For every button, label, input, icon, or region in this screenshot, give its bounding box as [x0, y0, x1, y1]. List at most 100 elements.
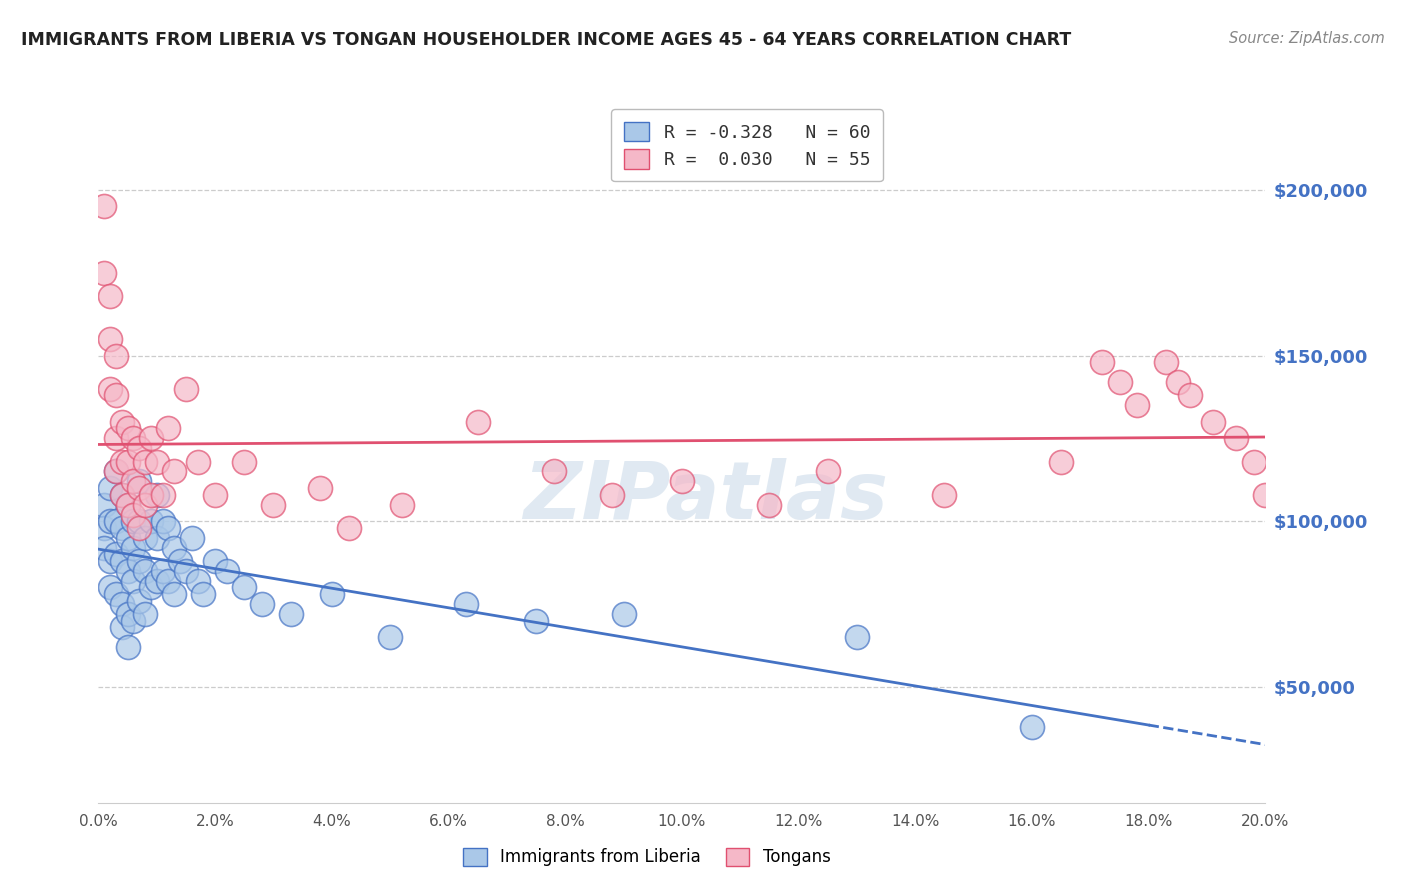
Point — [233, 454, 256, 468]
Point — [193, 587, 215, 601]
Point — [134, 531, 156, 545]
Point — [117, 564, 139, 578]
Point — [1050, 454, 1073, 468]
Point — [1243, 454, 1265, 468]
Point — [262, 498, 284, 512]
Point — [524, 614, 547, 628]
Point — [98, 554, 121, 568]
Point — [104, 547, 127, 561]
Point — [134, 454, 156, 468]
Point — [104, 465, 127, 479]
Point — [1178, 388, 1201, 402]
Point — [128, 442, 150, 456]
Point — [111, 521, 134, 535]
Point — [98, 382, 121, 396]
Point — [139, 581, 162, 595]
Point — [187, 454, 209, 468]
Point — [117, 607, 139, 621]
Point — [204, 488, 226, 502]
Point — [215, 564, 238, 578]
Point — [157, 521, 180, 535]
Point — [163, 541, 186, 555]
Point — [1108, 375, 1130, 389]
Point — [122, 514, 145, 528]
Point — [180, 531, 202, 545]
Point — [1225, 431, 1247, 445]
Point — [104, 388, 127, 402]
Point — [134, 564, 156, 578]
Point — [98, 481, 121, 495]
Point — [111, 488, 134, 502]
Point — [98, 581, 121, 595]
Text: ZIPatlas: ZIPatlas — [523, 458, 887, 536]
Point — [157, 421, 180, 435]
Point — [111, 620, 134, 634]
Point — [1167, 375, 1189, 389]
Point — [467, 415, 489, 429]
Point — [845, 630, 868, 644]
Point — [104, 514, 127, 528]
Point — [93, 498, 115, 512]
Point — [139, 431, 162, 445]
Point — [1154, 355, 1177, 369]
Point — [758, 498, 780, 512]
Point — [98, 289, 121, 303]
Legend: Immigrants from Liberia, Tongans: Immigrants from Liberia, Tongans — [451, 836, 842, 878]
Point — [337, 521, 360, 535]
Point — [250, 597, 273, 611]
Point — [117, 498, 139, 512]
Point — [139, 514, 162, 528]
Point — [817, 465, 839, 479]
Point — [111, 554, 134, 568]
Point — [204, 554, 226, 568]
Point — [543, 465, 565, 479]
Point — [391, 498, 413, 512]
Point — [98, 514, 121, 528]
Point — [321, 587, 343, 601]
Point — [117, 421, 139, 435]
Point — [128, 475, 150, 489]
Point — [117, 531, 139, 545]
Text: IMMIGRANTS FROM LIBERIA VS TONGAN HOUSEHOLDER INCOME AGES 45 - 64 YEARS CORRELAT: IMMIGRANTS FROM LIBERIA VS TONGAN HOUSEH… — [21, 31, 1071, 49]
Point — [1126, 398, 1149, 412]
Point — [122, 574, 145, 588]
Point — [139, 488, 162, 502]
Point — [163, 587, 186, 601]
Point — [122, 541, 145, 555]
Point — [104, 349, 127, 363]
Point — [128, 593, 150, 607]
Point — [117, 454, 139, 468]
Point — [128, 521, 150, 535]
Point — [152, 488, 174, 502]
Point — [104, 465, 127, 479]
Point — [146, 531, 169, 545]
Point — [104, 587, 127, 601]
Point — [117, 498, 139, 512]
Point — [1202, 415, 1225, 429]
Point — [111, 454, 134, 468]
Point — [128, 514, 150, 528]
Point — [122, 431, 145, 445]
Point — [93, 266, 115, 280]
Point — [93, 199, 115, 213]
Point — [104, 431, 127, 445]
Point — [152, 564, 174, 578]
Point — [174, 564, 197, 578]
Point — [309, 481, 332, 495]
Point — [146, 454, 169, 468]
Point — [454, 597, 477, 611]
Point — [378, 630, 402, 644]
Point — [1254, 488, 1277, 502]
Point — [671, 475, 693, 489]
Point — [174, 382, 197, 396]
Point — [122, 614, 145, 628]
Text: Source: ZipAtlas.com: Source: ZipAtlas.com — [1229, 31, 1385, 46]
Point — [117, 640, 139, 654]
Point — [233, 581, 256, 595]
Point — [157, 574, 180, 588]
Point — [98, 332, 121, 346]
Point — [152, 514, 174, 528]
Point — [122, 508, 145, 522]
Point — [111, 597, 134, 611]
Point — [128, 481, 150, 495]
